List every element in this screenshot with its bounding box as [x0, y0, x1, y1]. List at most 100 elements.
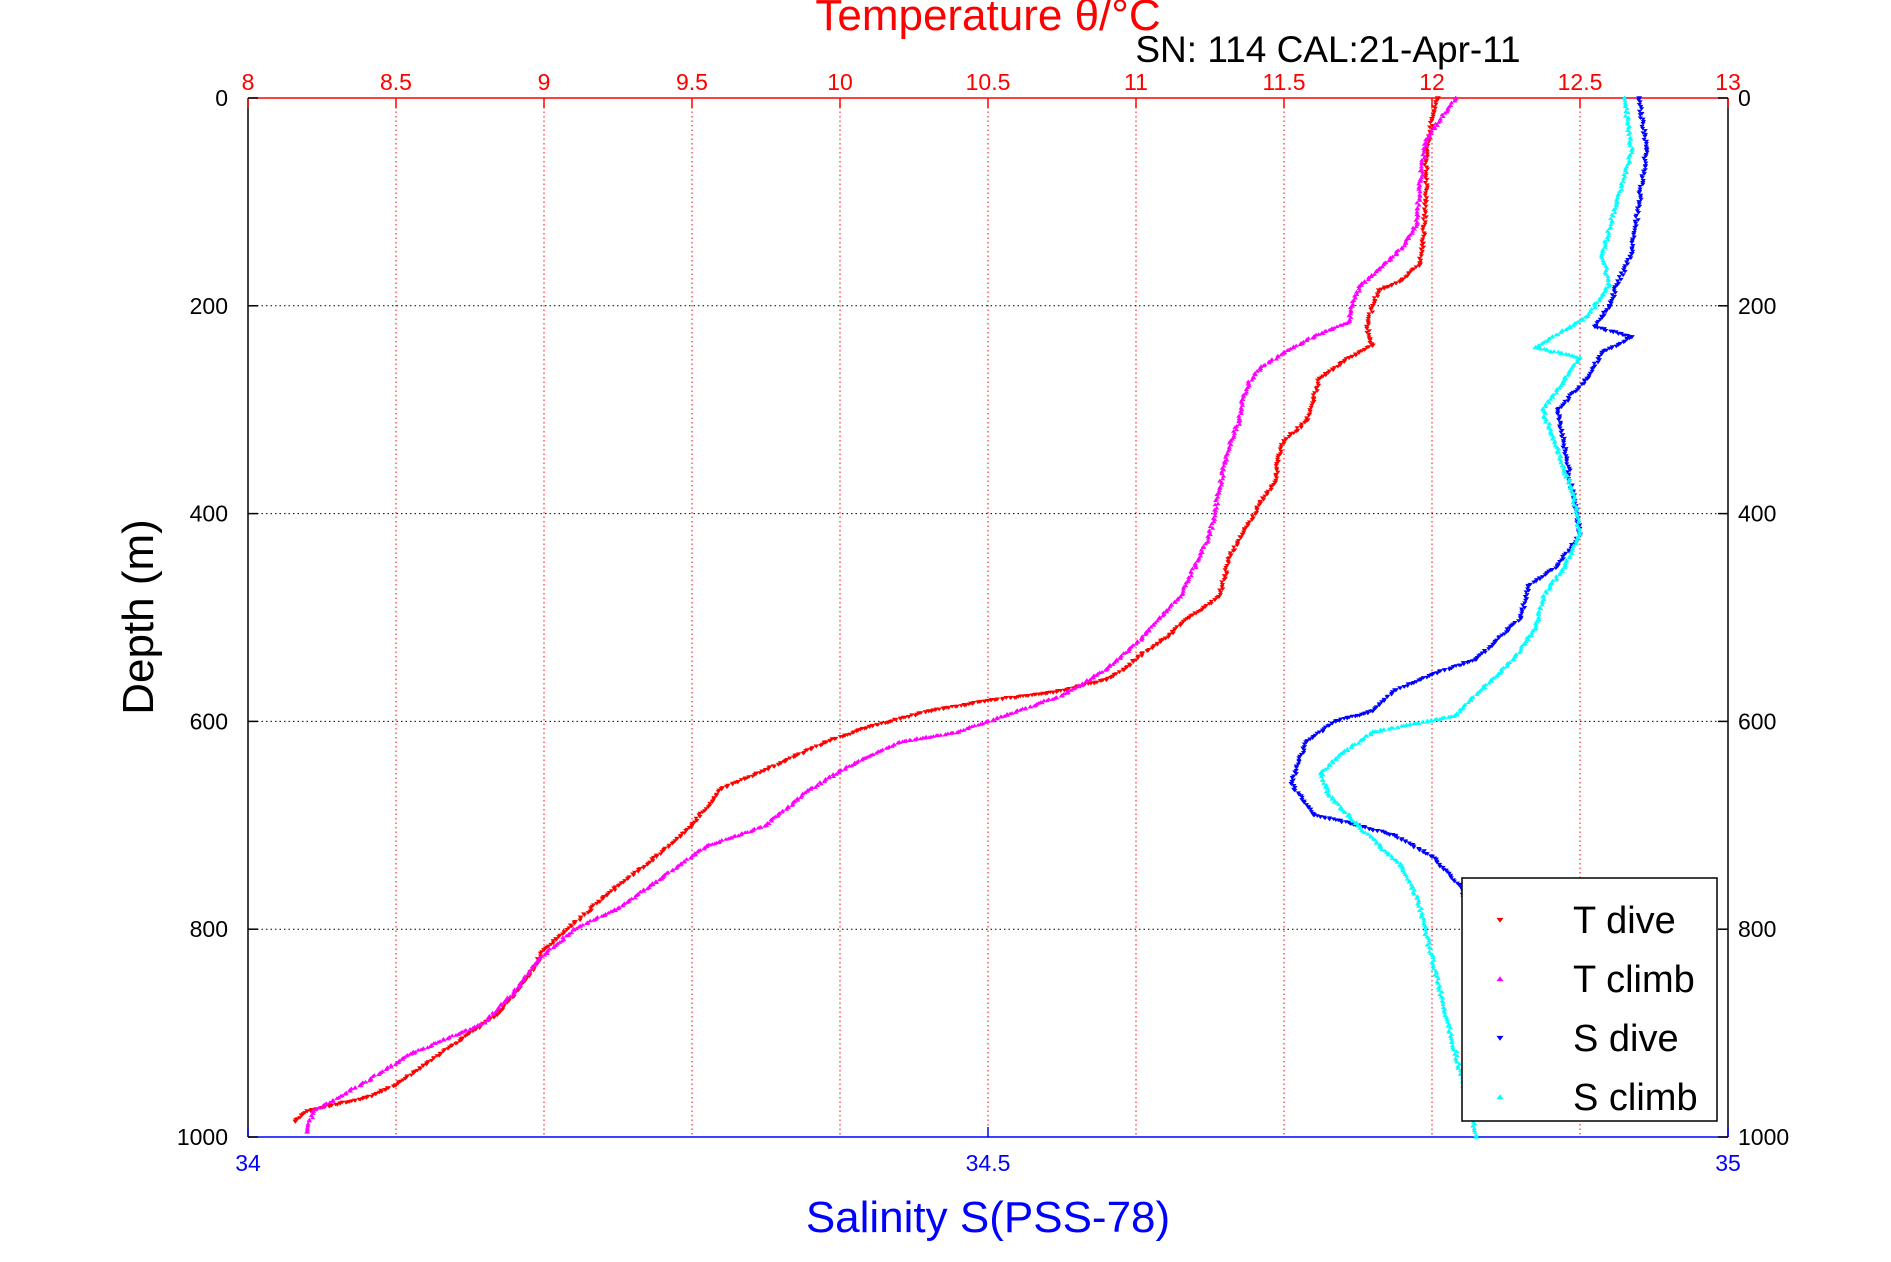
data-point — [1293, 766, 1300, 770]
data-point — [683, 829, 689, 833]
data-point — [1224, 572, 1230, 576]
data-point — [1635, 218, 1641, 222]
data-point — [1174, 625, 1180, 629]
data-point — [1417, 189, 1423, 194]
data-point — [1628, 252, 1635, 257]
data-point — [1435, 985, 1442, 990]
data-point — [1519, 609, 1525, 614]
data-point — [292, 1119, 299, 1124]
data-point — [1623, 170, 1630, 175]
data-point — [1403, 237, 1409, 242]
data-point — [1206, 602, 1212, 606]
data-point — [418, 1047, 424, 1052]
data-point — [1219, 480, 1225, 485]
data-point — [1214, 505, 1220, 510]
data-point — [733, 780, 739, 785]
data-point — [1397, 863, 1403, 867]
data-point — [1414, 200, 1420, 205]
data-point — [604, 893, 610, 898]
data-point — [316, 1105, 322, 1110]
data-point — [1338, 751, 1344, 756]
data-point — [1195, 609, 1202, 614]
data-point — [1558, 430, 1564, 435]
data-point — [1214, 596, 1220, 600]
data-point — [1611, 207, 1617, 212]
data-point — [689, 823, 695, 828]
right-tick-label: 0 — [1738, 85, 1751, 111]
data-point — [1212, 511, 1218, 515]
data-point — [735, 833, 742, 838]
data-point — [1405, 682, 1411, 687]
data-point — [1636, 102, 1642, 107]
data-point — [1181, 584, 1187, 589]
data-point — [1342, 810, 1348, 815]
data-point — [1530, 628, 1536, 633]
data-point — [1622, 166, 1629, 171]
data-point — [1097, 679, 1103, 683]
data-point — [812, 785, 819, 789]
data-point — [1500, 665, 1507, 670]
data-point — [525, 972, 531, 977]
data-point — [1225, 557, 1231, 561]
data-point — [1441, 1008, 1447, 1013]
data-point — [1449, 1038, 1455, 1043]
data-point — [1411, 891, 1417, 896]
data-point — [948, 731, 954, 735]
data-point — [1198, 608, 1204, 613]
data-point — [1163, 609, 1170, 614]
data-point — [1323, 789, 1329, 794]
data-point — [1618, 277, 1624, 282]
data-point — [666, 845, 672, 850]
data-point — [304, 1129, 311, 1134]
data-point — [1186, 577, 1192, 582]
data-point — [1422, 180, 1428, 185]
data-point — [1427, 940, 1433, 945]
data-point — [1353, 353, 1359, 358]
data-point — [1422, 163, 1428, 167]
data-point — [1417, 258, 1424, 263]
data-point — [1424, 719, 1430, 724]
data-point — [1631, 232, 1637, 237]
data-point — [1606, 304, 1613, 309]
data-point — [1555, 450, 1561, 455]
data-point — [1293, 343, 1299, 348]
data-point — [1362, 280, 1368, 284]
data-point — [1298, 425, 1304, 430]
data-point — [1329, 721, 1335, 726]
data-point — [1524, 593, 1530, 597]
data-point — [1371, 301, 1377, 306]
data-point — [1606, 346, 1612, 351]
data-point — [1615, 193, 1621, 197]
data-point — [1633, 215, 1639, 219]
data-point — [1343, 357, 1349, 361]
data-point — [1430, 955, 1436, 959]
data-point — [1223, 566, 1229, 570]
data-point — [1416, 898, 1422, 903]
data-point — [1561, 443, 1567, 448]
data-point — [605, 910, 611, 915]
data-point — [1079, 681, 1086, 686]
data-point — [624, 900, 630, 904]
data-point — [669, 868, 675, 873]
data-point — [1015, 695, 1021, 699]
data-point — [1455, 1066, 1461, 1070]
data-point — [830, 772, 836, 776]
data-point — [1423, 146, 1430, 151]
data-point — [1416, 678, 1422, 683]
data-point — [1348, 745, 1354, 749]
data-point — [1079, 683, 1085, 687]
data-point — [1556, 418, 1562, 422]
data-point — [337, 1102, 343, 1106]
data-point — [640, 888, 647, 893]
data-point — [1569, 551, 1575, 555]
data-point — [1595, 360, 1601, 365]
data-point — [1624, 262, 1631, 266]
data-point — [1625, 119, 1631, 124]
data-point — [818, 781, 824, 786]
data-point — [1334, 324, 1340, 329]
data-point — [911, 737, 918, 742]
data-point — [1365, 322, 1372, 327]
data-point — [808, 747, 814, 752]
data-point — [1160, 613, 1166, 618]
data-point — [515, 988, 521, 993]
